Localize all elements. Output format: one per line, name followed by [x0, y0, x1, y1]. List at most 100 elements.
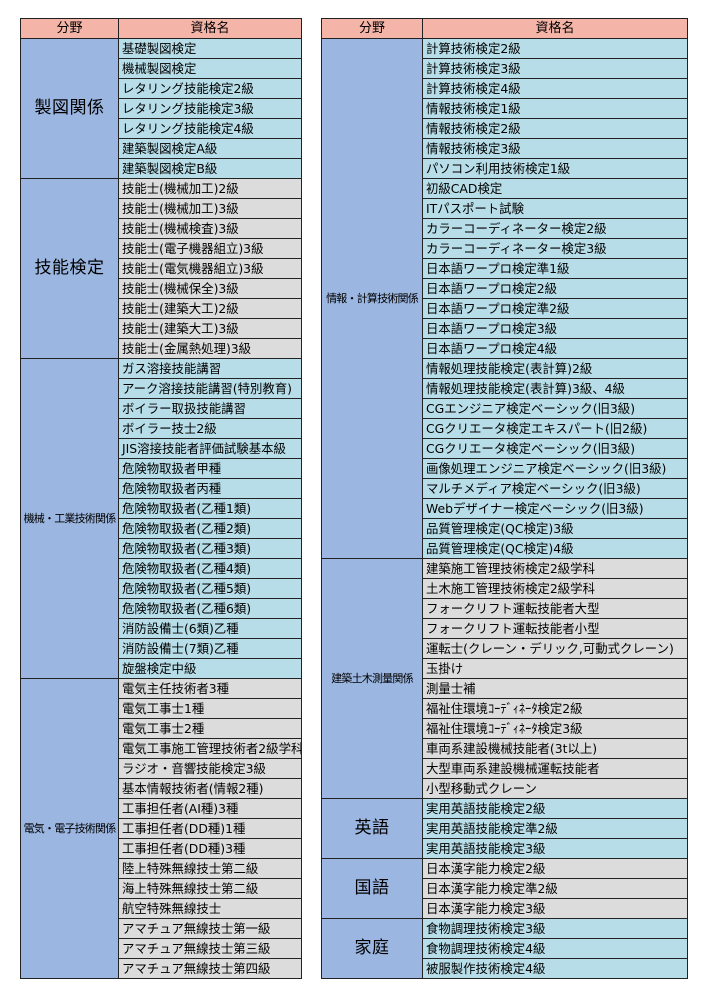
qualification-name-cell: アーク溶接技能講習(特別教育) [118, 378, 302, 399]
table-row: 家庭 食物調理技術検定3級 [321, 918, 688, 979]
qualification-name-cell: 日本漢字能力検定準2級 [422, 878, 688, 899]
field-category-cell: 機械・工業技術関係 [20, 358, 119, 679]
table-row: フォークリフト運転技能者小型 [322, 618, 688, 639]
table-row: 建築製図検定B級 [21, 158, 302, 179]
field-category-cell: 国語 [321, 858, 423, 919]
table-row: 消防設備士(6類)乙種 [21, 618, 302, 639]
qualification-name-cell: 運転士(クレーン・デリック,可動式クレーン) [422, 638, 688, 659]
table-row: 画像処理エンジニア検定ベーシック(旧3級) [322, 458, 688, 479]
qualification-name-cell: 危険物取扱者(乙種3類) [118, 538, 302, 559]
qualification-name-cell: 日本漢字能力検定2級 [422, 858, 688, 879]
qualification-name-cell: 基礎製図検定 [118, 38, 302, 59]
qualification-name-cell: アマチュア無線技士第三級 [118, 938, 302, 959]
qualification-name-cell: 基本情報技術者(情報2種) [118, 778, 302, 799]
table-row: 大型車両系建設機械運転技能者 [322, 758, 688, 779]
qualification-name-cell: 情報処理技能検定(表計算)2級 [422, 358, 688, 379]
table-row: 危険物取扱者(乙種2類) [21, 518, 302, 539]
table-row: 消防設備士(7類)乙種 [21, 638, 302, 659]
table-row: 日本語ワープロ検定3級 [322, 318, 688, 339]
table-row: レタリング技能検定2級 [21, 78, 302, 99]
qualification-name-cell: レタリング技能検定2級 [118, 78, 302, 99]
qualification-name-cell: 技能士(機械検査)3級 [118, 218, 302, 239]
table-row: 日本語ワープロ検定準1級 [322, 258, 688, 279]
qualification-name-cell: 危険物取扱者(乙種4類) [118, 558, 302, 579]
qualification-name-cell: CGエンジニア検定ベーシック(旧3級) [422, 398, 688, 419]
table-row: 電気・電子技術関係 電気主任技術者3種 [20, 678, 302, 979]
qualification-name-cell: 技能士(金属熱処理)3級 [118, 338, 302, 359]
table-row: アマチュア無線技士第四級 [21, 958, 302, 979]
qualification-name-cell: 危険物取扱者(乙種6類) [118, 598, 302, 619]
qualification-table-right: 分野 資格名 情報・計算技術関係 計算技術検定2級 計算技術検定3級 計算技術検定4級… [321, 18, 688, 979]
qualification-name-cell: 土木施工管理技術検定2級学科 [422, 578, 688, 599]
table-row: 英語 実用英語技能検定2級 [321, 798, 688, 859]
table-row: マルチメディア検定ベーシック(旧3級) [322, 478, 688, 499]
table-row: 技能検定 技能士(機械加工)2級 [20, 178, 302, 359]
qualification-name-cell: 海上特殊無線技士第二級 [118, 878, 302, 899]
qualification-name-cell: 技能士(機械保全)3級 [118, 278, 302, 299]
table-row: 品質管理検定(QC検定)3級 [322, 518, 688, 539]
qualification-name-cell: ガス溶接技能講習 [118, 358, 302, 379]
table-row: アーク溶接技能講習(特別教育) [21, 378, 302, 399]
table-row: 土木施工管理技術検定2級学科 [322, 578, 688, 599]
qualification-name-cell: 情報技術検定2級 [422, 118, 688, 139]
table-row: アマチュア無線技士第三級 [21, 938, 302, 959]
qualification-name-cell: 実用英語技能検定2級 [422, 798, 688, 819]
qualification-name-cell: 食物調理技術検定4級 [422, 938, 688, 959]
header-qualification-name: 資格名 [422, 18, 688, 39]
table-row: JIS溶接技能者評価試験基本級 [21, 438, 302, 459]
qualification-name-cell: 建築施工管理技術検定2級学科 [422, 558, 688, 579]
table-row: 食物調理技術検定4級 [322, 938, 688, 959]
qualification-name-cell: 電気工事士1種 [118, 698, 302, 719]
qualification-name-cell: 大型車両系建設機械運転技能者 [422, 758, 688, 779]
table-row: 航空特殊無線技士 [21, 898, 302, 919]
field-category-cell: 家庭 [321, 918, 423, 979]
qualification-name-cell: 建築製図検定B級 [118, 158, 302, 179]
table-row: 工事担任者(DD種)3種 [21, 838, 302, 859]
table-row: 危険物取扱者(乙種6類) [21, 598, 302, 619]
table-row: 日本語ワープロ検定4級 [322, 338, 688, 359]
qualification-name-cell: レタリング技能検定4級 [118, 118, 302, 139]
header-field: 分野 [321, 18, 423, 39]
table-row: 情報技術検定3級 [322, 138, 688, 159]
header-qualification-name: 資格名 [118, 18, 302, 39]
qualification-table-left: 分野 資格名 製図関係 基礎製図検定 機械製図検定 レタリング技能検定2級 レタリング技… [20, 18, 302, 979]
table-row: 海上特殊無線技士第二級 [21, 878, 302, 899]
qualification-name-cell: ボイラー取扱技能講習 [118, 398, 302, 419]
field-category-cell: 英語 [321, 798, 423, 859]
table-row: 技能士(電子機器組立)3級 [21, 238, 302, 259]
table-row: CGクリエータ検定エキスパート(旧2級) [322, 418, 688, 439]
qualification-name-cell: 実用英語技能検定3級 [422, 838, 688, 859]
qualification-name-cell: 危険物取扱者(乙種1類) [118, 498, 302, 519]
table-row: 計算技術検定3級 [322, 58, 688, 79]
qualification-name-cell: パソコン利用技術検定1級 [422, 158, 688, 179]
qualification-name-cell: 旋盤検定中級 [118, 658, 302, 679]
qualification-name-cell: 航空特殊無線技士 [118, 898, 302, 919]
qualification-name-cell: アマチュア無線技士第一級 [118, 918, 302, 939]
table-row: 陸上特殊無線技士第二級 [21, 858, 302, 879]
qualification-name-cell: 計算技術検定2級 [422, 38, 688, 59]
table-row: 危険物取扱者丙種 [21, 478, 302, 499]
qualification-name-cell: 電気工事施工管理技術者2級学科 [118, 738, 302, 759]
qualification-name-cell: 技能士(建築大工)2級 [118, 298, 302, 319]
table-row: 建築製図検定A級 [21, 138, 302, 159]
qualification-name-cell: カラーコーディネーター検定2級 [422, 218, 688, 239]
qualification-name-cell: 測量士補 [422, 678, 688, 699]
table-row: Webデザイナー検定ベーシック(旧3級) [322, 498, 688, 519]
table-row: CGエンジニア検定ベーシック(旧3級) [322, 398, 688, 419]
qualification-name-cell: アマチュア無線技士第四級 [118, 958, 302, 979]
qualification-name-cell: ITパスポート試験 [422, 198, 688, 219]
qualification-name-cell: 工事担任者(DD種)3種 [118, 838, 302, 859]
qualification-name-cell: 技能士(機械加工)2級 [118, 178, 302, 199]
table-row: 情報処理技能検定(表計算)3級、4級 [322, 378, 688, 399]
table-row: 情報技術検定2級 [322, 118, 688, 139]
field-category-cell: 製図関係 [20, 38, 119, 179]
table-row: 製図関係 基礎製図検定 [20, 38, 302, 179]
qualification-name-cell: ボイラー技士2級 [118, 418, 302, 439]
table-row: 建築土木測量関係 建築施工管理技術検定2級学科 [321, 558, 688, 799]
table-row: 基本情報技術者(情報2種) [21, 778, 302, 799]
qualification-name-cell: カラーコーディネーター検定3級 [422, 238, 688, 259]
qualification-name-cell: 消防設備士(7類)乙種 [118, 638, 302, 659]
qualification-name-cell: ラジオ・音響技能検定3級 [118, 758, 302, 779]
qualification-name-cell: 電気主任技術者3種 [118, 678, 302, 699]
table-row: 工事担任者(AI種)3種 [21, 798, 302, 819]
